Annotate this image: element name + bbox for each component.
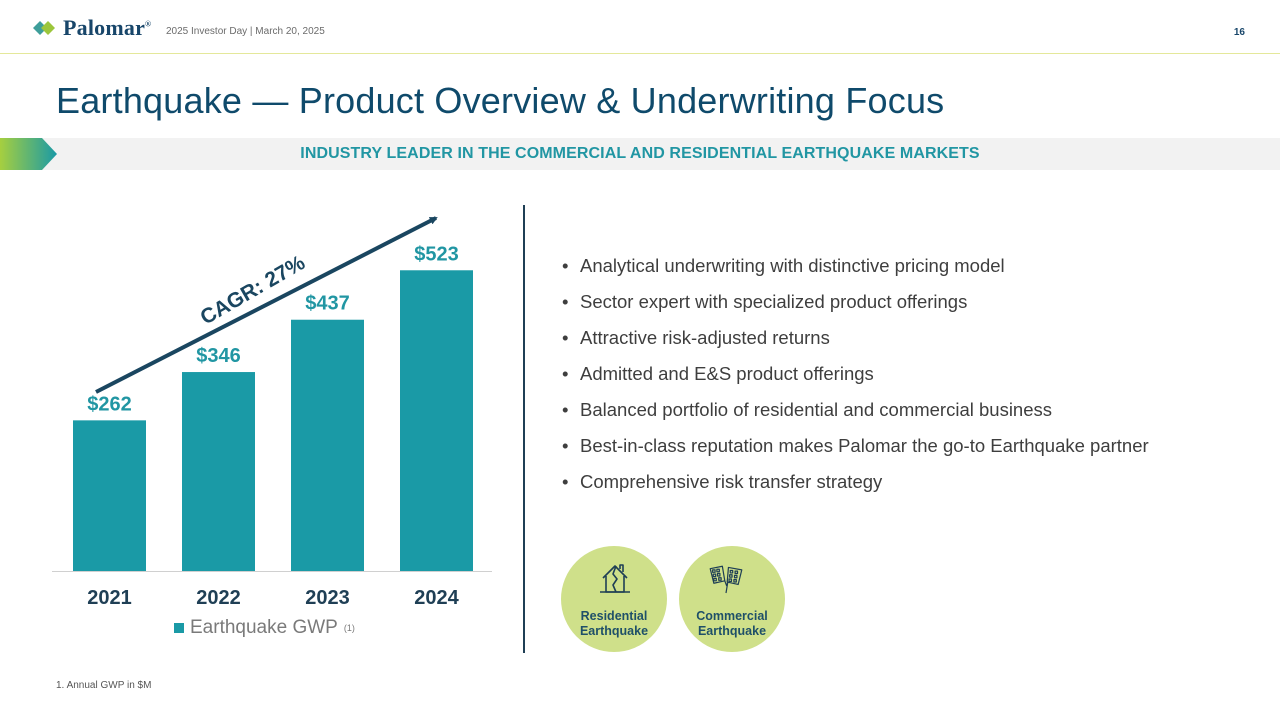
chart-bar-2022: [182, 372, 255, 571]
chart-bar-2021: [73, 420, 146, 571]
legend-label: Earthquake GWP: [190, 617, 338, 638]
list-item: • Comprehensive risk transfer strategy: [562, 471, 883, 492]
residential-earthquake-badge: Residential Earthquake: [561, 546, 667, 652]
data-label-2022: $346: [196, 345, 241, 367]
badge-label: Commercial Earthquake: [696, 609, 768, 638]
banner: INDUSTRY LEADER IN THE COMMERCIAL AND RE…: [0, 138, 1280, 170]
slide-title: Earthquake — Product Overview & Underwri…: [56, 80, 945, 121]
data-label-2023: $437: [305, 293, 350, 315]
cagr-arrow: [95, 216, 438, 394]
list-item: • Analytical underwriting with distinctiv…: [562, 255, 1005, 276]
feature-list: • Analytical underwriting with distinctiv…: [562, 248, 1149, 500]
banner-arrow-icon: [0, 138, 57, 170]
list-item: • Best-in-class reputation makes Palomar …: [562, 435, 1149, 456]
x-tick-label-2024: 2024: [414, 587, 459, 609]
banner-text: INDUSTRY LEADER IN THE COMMERCIAL AND RE…: [300, 145, 980, 162]
legend-swatch: [174, 623, 184, 633]
x-tick-label-2023: 2023: [305, 587, 350, 609]
list-item: • Sector expert with specialized product …: [562, 291, 968, 312]
chart-bar-2023: [291, 319, 364, 571]
x-tick-label-2021: 2021: [87, 587, 132, 609]
diamond-logo-icon: [33, 21, 55, 35]
cracked-house-icon: [600, 564, 630, 593]
logo-text: Palomar®: [63, 15, 152, 40]
vertical-divider: [523, 205, 525, 653]
list-item: • Attractive risk-adjusted returns: [562, 327, 830, 348]
collapsed-buildings-icon: [709, 565, 743, 594]
page-number: 16: [1233, 27, 1245, 38]
commercial-earthquake-badge: Commercial Earthquake: [679, 546, 785, 652]
data-label-2024: $523: [414, 243, 459, 265]
badge-label: Residential Earthquake: [579, 609, 649, 638]
legend-footnote-ref: (1): [343, 623, 355, 633]
chart-bar-2024: [400, 270, 473, 571]
header-bar: Palomar® 2025 Investor Day | March 20, 2…: [0, 0, 1280, 54]
list-item: • Admitted and E&S product offerings: [562, 363, 874, 384]
x-tick-label-2022: 2022: [196, 587, 241, 609]
event-subline: 2025 Investor Day | March 20, 2025: [166, 26, 325, 37]
data-label-2021: $262: [87, 393, 132, 415]
palomar-logo[interactable]: Palomar®: [31, 15, 151, 41]
chart-legend: Earthquake GWP (1): [174, 617, 355, 639]
footnote: 1. Annual GWP in $M: [56, 680, 152, 691]
list-item: • Balanced portfolio of residential and c…: [562, 399, 1053, 420]
